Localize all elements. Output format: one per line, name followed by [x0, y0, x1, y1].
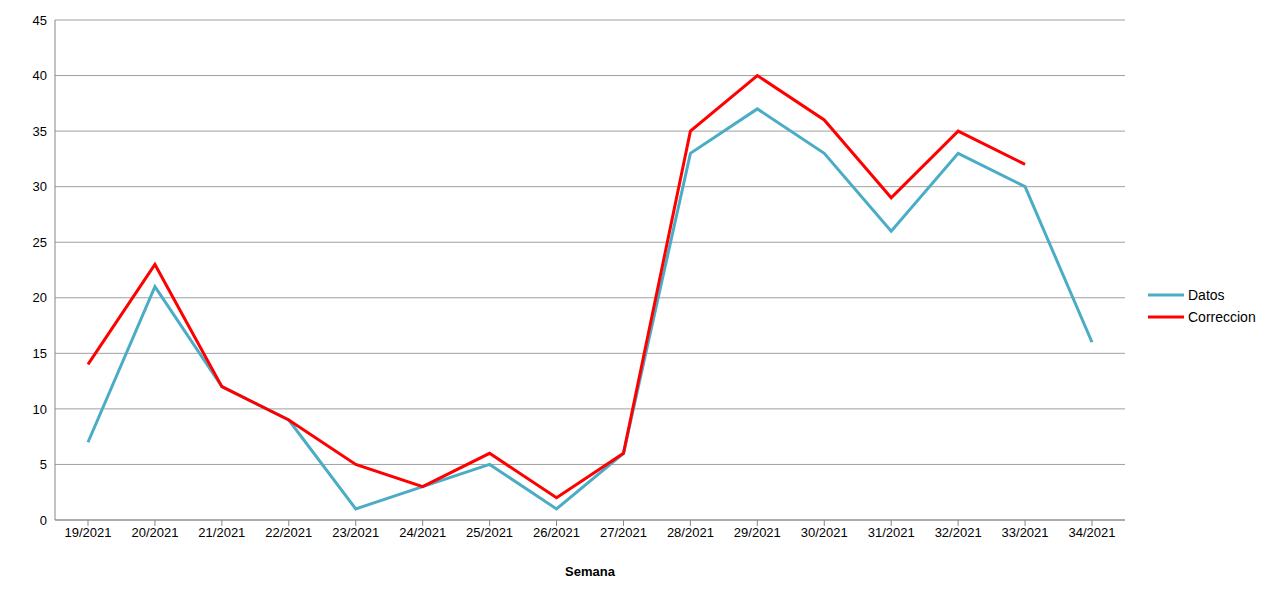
svg-text:25: 25: [33, 235, 47, 250]
svg-text:15: 15: [33, 346, 47, 361]
svg-text:34/2021: 34/2021: [1069, 525, 1116, 540]
svg-text:20: 20: [33, 290, 47, 305]
svg-text:40: 40: [33, 68, 47, 83]
svg-text:24/2021: 24/2021: [399, 525, 446, 540]
svg-text:25/2021: 25/2021: [466, 525, 513, 540]
svg-text:28/2021: 28/2021: [667, 525, 714, 540]
svg-text:21/2021: 21/2021: [198, 525, 245, 540]
svg-text:32/2021: 32/2021: [935, 525, 982, 540]
svg-text:30/2021: 30/2021: [801, 525, 848, 540]
html-text:Correccion: Correccion: [1188, 309, 1256, 325]
svg-text:Semana: Semana: [565, 564, 616, 579]
svg-text:23/2021: 23/2021: [332, 525, 379, 540]
svg-text:30: 30: [33, 179, 47, 194]
svg-text:22/2021: 22/2021: [265, 525, 312, 540]
svg-text:20/2021: 20/2021: [131, 525, 178, 540]
svg-text:26/2021: 26/2021: [533, 525, 580, 540]
svg-text:0: 0: [40, 513, 47, 528]
svg-text:29/2021: 29/2021: [734, 525, 781, 540]
svg-text:27/2021: 27/2021: [600, 525, 647, 540]
svg-text:10: 10: [33, 402, 47, 417]
svg-text:45: 45: [33, 13, 47, 28]
svg-text:5: 5: [40, 457, 47, 472]
svg-text:35: 35: [33, 124, 47, 139]
svg-text:33/2021: 33/2021: [1002, 525, 1049, 540]
svg-text:19/2021: 19/2021: [65, 525, 112, 540]
svg-text:31/2021: 31/2021: [868, 525, 915, 540]
html-text:Datos: Datos: [1188, 287, 1225, 303]
